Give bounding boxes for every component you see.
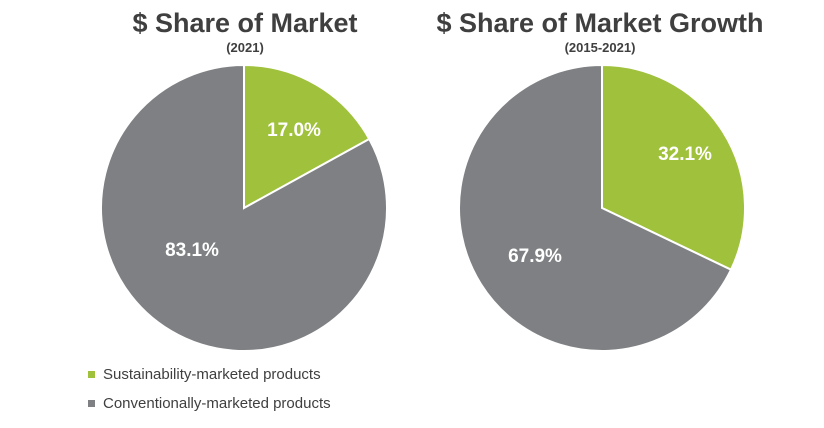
legend-item-sustainable: Sustainability-marketed products bbox=[88, 360, 331, 389]
pie-2-label-conventional: 67.9% bbox=[508, 246, 562, 267]
legend-swatch-conventional bbox=[88, 400, 95, 407]
pie-1-slice-conventional bbox=[100, 63, 388, 352]
chart-subtitle-market-growth: (2015-2021) bbox=[564, 40, 636, 55]
pie-1-label-conventional: 83.1% bbox=[165, 240, 219, 261]
legend-label-sustainable: Sustainability-marketed products bbox=[103, 366, 321, 383]
chart-title-market-share: $ Share of Market bbox=[132, 8, 358, 38]
chart-subtitle-market-share: (2021) bbox=[226, 40, 264, 55]
legend-label-conventional: Conventionally-marketed products bbox=[103, 395, 331, 412]
legend: Sustainability-marketed products Convent… bbox=[88, 360, 331, 418]
pie-2-label-sustainable: 32.1% bbox=[658, 144, 712, 165]
pie-1-slice-sustainable bbox=[243, 63, 371, 210]
legend-swatch-sustainable bbox=[88, 371, 95, 378]
chart-title-market-growth: $ Share of Market Growth bbox=[436, 8, 764, 38]
pie-2-slice-sustainable bbox=[601, 63, 746, 272]
pie-2-slice-conventional bbox=[458, 63, 733, 352]
pie-1-label-sustainable: 17.0% bbox=[267, 120, 321, 141]
legend-item-conventional: Conventionally-marketed products bbox=[88, 389, 331, 418]
